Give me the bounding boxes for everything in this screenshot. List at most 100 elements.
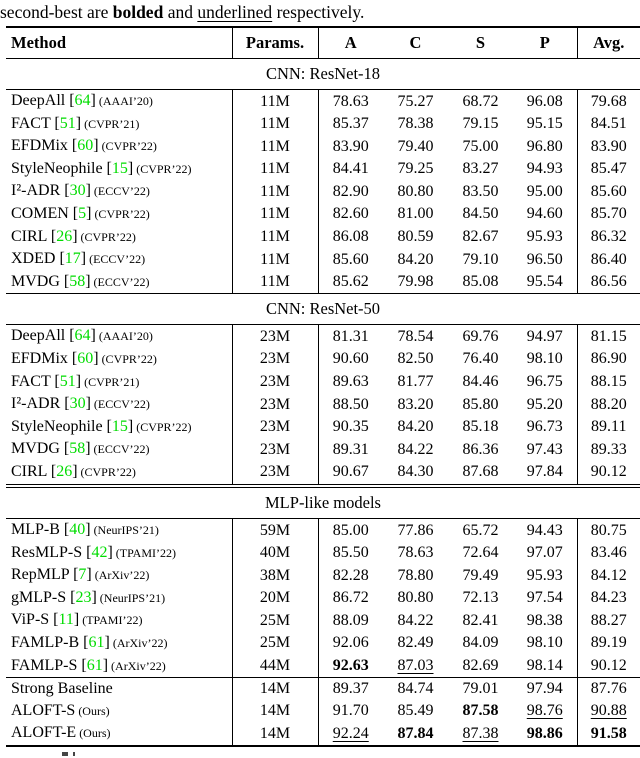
citation-bracket: ] [90,92,96,109]
cell-method: DeepAll [64] (AAAI’20) [6,325,232,348]
method-name: Strong Baseline [11,680,113,698]
method-venue: (AAAI’20) [95,329,153,344]
cell-method: FAMLP-B [61] (ArXiv’22) [6,632,232,655]
cell-avg: 89.11 [576,415,640,439]
citation-bracket: ] [127,417,134,435]
citation-bracket: [ [67,349,78,367]
cell-s: 69.76 [462,327,499,345]
citation-number: 15 [111,159,128,177]
caption-part: respectively. [272,2,365,22]
cell-p: 95.15 [526,115,563,133]
cell-p: 96.73 [526,418,563,436]
cell-method: gMLP-S [23] (NeurIPS’21) [6,587,232,610]
cell-p: 98.14 [526,657,563,675]
cell-avg: 89.33 [576,438,640,461]
cell-s: 87.68 [462,463,499,481]
citation-bracket: ] [85,182,91,200]
citation-number: 7 [78,566,87,584]
cell-a: 85.62 [317,270,383,294]
cell-method: I²-ADR [30] (ECCV’22) [6,180,232,203]
cell-params: 23M [231,438,318,461]
cell-method: I²-ADR [30] (ECCV’22) [6,393,232,416]
cell-a: 86.72 [317,586,383,610]
cell-a: 85.00 [317,518,383,542]
cell-c: 85.49 [397,702,434,720]
method-venue: (CVPR’22) [77,464,136,479]
cell-s: 85.08 [462,273,499,291]
cell-params: 11M [231,202,318,226]
cell-p: 97.94 [526,680,563,698]
cell-params: 11M [231,135,318,158]
cell-a: 78.63 [317,89,383,113]
citation-bracket: [ [102,159,112,177]
cell-method: CIRL [26] (CVPR’22) [6,461,232,484]
method-venue: (ECCV’22) [90,442,150,457]
citation-bracket: [ [46,462,57,480]
cell-avg: 85.60 [576,180,640,203]
cell-params: 23M [231,370,318,394]
cell-s: 87.58 [462,702,499,720]
double-rule-spacer [6,483,640,488]
cell-a: 85.50 [317,541,383,565]
cell-a: 92.06 [317,631,383,655]
citation-bracket: ] [91,588,97,606]
column-header-p: P [539,33,550,52]
cell-p: 96.75 [526,373,563,391]
citation-number: 51 [59,372,76,390]
method-name: MVDG [11,440,60,458]
cell-s: 82.67 [462,228,499,246]
table-row: ALOFT-E (Ours) 14M 92.24 87.84 87.38 98.86 91.… [6,722,640,746]
method-name: CIRL [11,227,47,245]
cell-c: 84.22 [397,440,434,458]
cell-s: 84.09 [462,634,499,652]
cell-c: 84.20 [397,418,434,436]
cell-params: 11M [231,270,318,294]
section-title-row: MLP-like models [6,487,640,519]
citation-bracket: ] [93,137,99,155]
citation-bracket: [ [65,92,75,109]
citation-number: 60 [77,349,94,367]
cell-p: 95.20 [526,395,563,413]
caption-part: bolded [112,2,164,22]
cell-c: 82.49 [397,634,434,652]
cell-avg: 80.75 [576,518,640,542]
cell-s: 68.72 [462,92,499,110]
cell-a: 89.63 [317,370,383,394]
cell-a: 90.60 [317,347,383,371]
cell-params: 11M [231,89,318,113]
method-venue: (ArXiv’22) [91,568,150,583]
cell-c: 78.80 [397,566,434,584]
cell-avg: 86.40 [576,248,640,271]
cell-params: 44M [231,654,318,678]
cell-params: 23M [231,393,318,416]
cell-avg: 84.12 [576,564,640,587]
citation-bracket: ] [75,372,82,390]
cell-p: 97.54 [526,589,563,607]
cell-method: Strong Baseline [6,678,232,700]
caption-part: underlined [197,2,273,22]
method-venue: (CVPR’22) [133,419,192,434]
cell-avg: 84.23 [576,586,640,610]
cell-params: 14M [231,699,318,723]
citation-number: 64 [74,327,91,345]
cell-params: 11M [231,157,318,181]
method-venue: (ArXiv’22) [108,658,166,673]
cell-s: 79.49 [462,566,499,584]
caption-text: second-best are bolded and underlined re… [0,0,640,23]
cell-method: COMEN [5] (CVPR’22) [6,203,232,226]
citation-bracket: ] [85,395,91,413]
citation-number: 23 [75,588,92,606]
method-venue: (ECCV’22) [86,252,146,267]
cell-c: 84.30 [397,463,434,481]
citation-number: 30 [69,395,86,413]
cell-c: 78.38 [397,115,434,133]
cell-p: 95.00 [526,182,563,200]
table-row: StyleNeophile [15] (CVPR’22) 23M 90.35 84.2… [6,415,640,439]
cell-avg: 88.27 [576,609,640,632]
cell-c: 84.22 [397,611,434,629]
cell-c: 77.86 [397,521,434,539]
cell-params: 14M [231,677,318,700]
cell-p: 98.10 [526,634,563,652]
cell-p: 96.08 [526,92,563,110]
